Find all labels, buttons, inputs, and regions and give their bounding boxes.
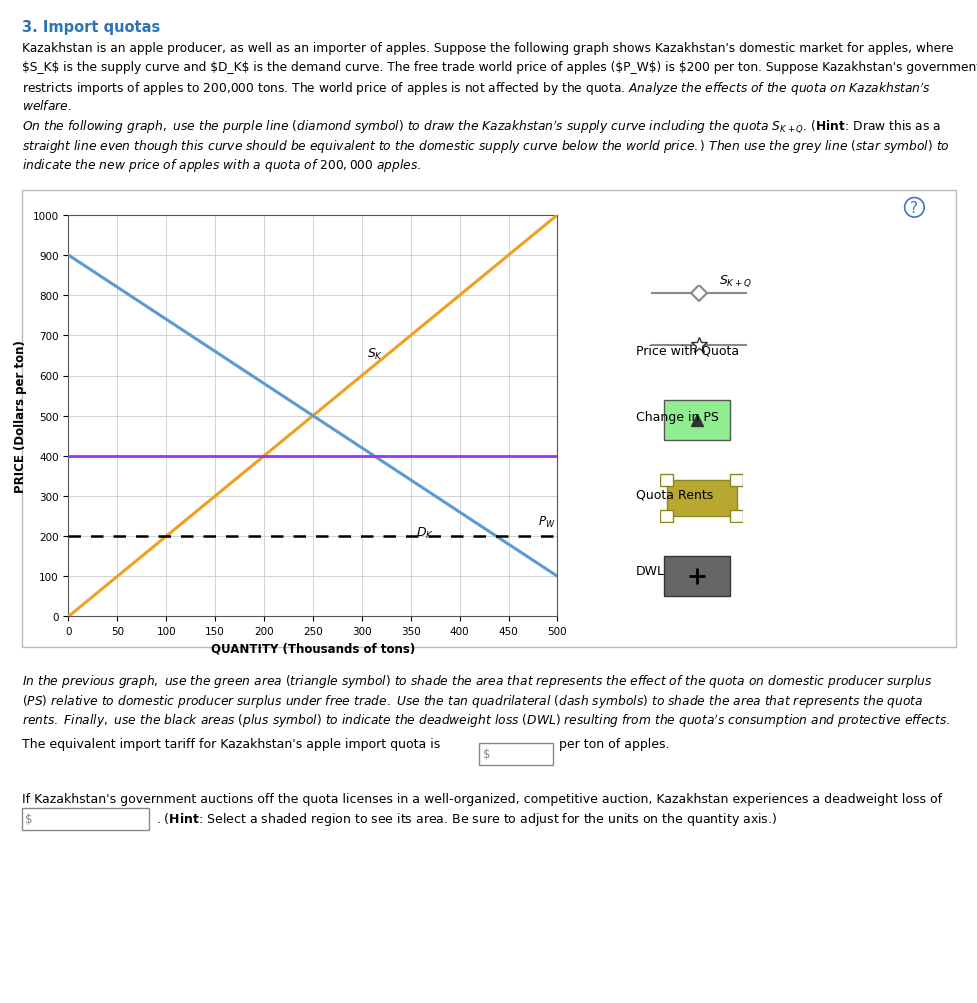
Text: restricts imports of apples to 200,000 tons. The world price of apples is not af: restricts imports of apples to 200,000 t… [21,80,929,97]
Text: $\it{straight\ line\ even\ though\ this\ curve\ should\ be\ equivalent\ to\ the\: $\it{straight\ line\ even\ though\ this\… [21,137,949,154]
Text: The equivalent import tariff for Kazakhstan's apple import quota is: The equivalent import tariff for Kazakhs… [21,737,440,750]
Y-axis label: PRICE (Dollars per ton): PRICE (Dollars per ton) [14,340,27,492]
Text: Kazakhstan is an apple producer, as well as an importer of apples. Suppose the f: Kazakhstan is an apple producer, as well… [21,42,952,55]
FancyBboxPatch shape [659,474,673,486]
FancyBboxPatch shape [663,400,729,440]
Text: $S_K$ is the supply curve and $D_K$ is the demand curve. The free trade world pr: $S_K$ is the supply curve and $D_K$ is t… [21,61,977,74]
Text: $D_K$: $D_K$ [415,526,433,541]
Text: $\it{On\ the\ following\ graph,\ use\ the\ purple\ line\ (diamond\ symbol)\ to\ : $\it{On\ the\ following\ graph,\ use\ th… [21,118,940,135]
Text: $: $ [25,812,33,824]
Text: DWL: DWL [635,565,664,578]
Text: . ($\bf{Hint}$: Select a shaded region to see its area. Be sure to adjust for th: . ($\bf{Hint}$: Select a shaded region t… [156,810,777,826]
Text: per ton of apples.: per ton of apples. [559,737,669,750]
Text: $\it{In\ the\ previous\ graph,\ use\ the\ green\ area\ (triangle\ symbol)\ to\ s: $\it{In\ the\ previous\ graph,\ use\ the… [21,672,931,689]
FancyBboxPatch shape [663,557,729,597]
Text: 3. Import quotas: 3. Import quotas [21,20,159,35]
Text: $\it{welfare.}$: $\it{welfare.}$ [21,99,71,113]
Text: $: $ [483,747,490,759]
Text: $\it{(PS)\ relative\ to\ domestic\ producer\ surplus\ under\ free\ trade.\ Use\ : $\it{(PS)\ relative\ to\ domestic\ produ… [21,692,922,709]
Text: $S_{K+Q}$: $S_{K+Q}$ [718,273,751,289]
FancyBboxPatch shape [729,510,743,522]
Text: Price with Quota: Price with Quota [635,344,738,357]
Text: $S_K$: $S_K$ [366,347,383,362]
Text: ?: ? [910,201,917,216]
Text: Quota Rents: Quota Rents [635,488,712,502]
X-axis label: QUANTITY (Thousands of tons): QUANTITY (Thousands of tons) [211,642,414,655]
FancyBboxPatch shape [666,480,736,516]
Text: $\it{indicate\ the\ new\ price\ of\ apples\ with\ a\ quota\ of\ 200,000\ apples.: $\it{indicate\ the\ new\ price\ of\ appl… [21,156,420,174]
FancyBboxPatch shape [729,474,743,486]
Text: $\it{rents.\ Finally,\ use\ the\ black\ areas\ (plus\ symbol)\ to\ indicate\ the: $\it{rents.\ Finally,\ use\ the\ black\ … [21,712,949,729]
Text: $P_W$: $P_W$ [537,515,555,530]
Text: If Kazakhstan's government auctions off the quota licenses in a well-organized, : If Kazakhstan's government auctions off … [21,792,941,805]
Text: Change in PS: Change in PS [635,410,718,423]
FancyBboxPatch shape [659,510,673,522]
